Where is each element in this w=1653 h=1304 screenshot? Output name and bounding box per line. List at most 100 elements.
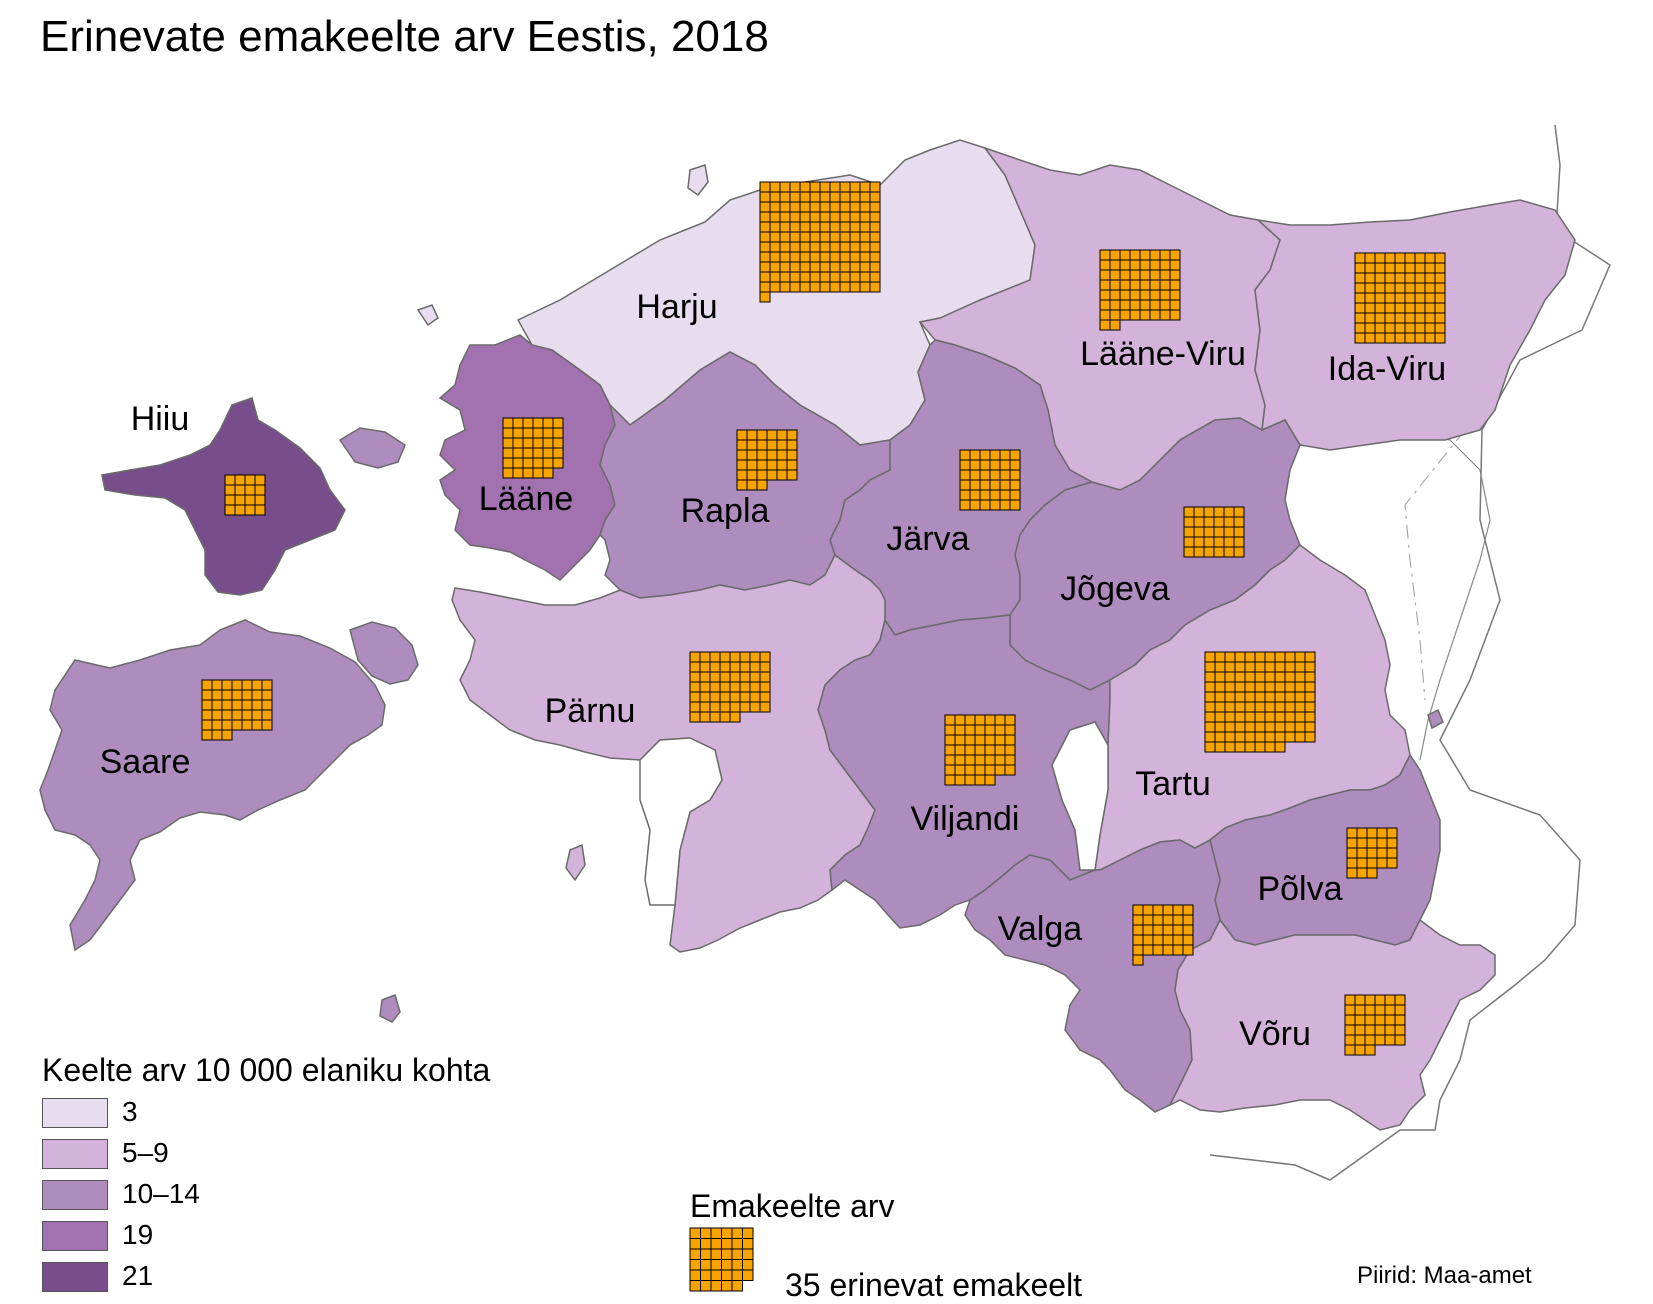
language-cell — [809, 181, 821, 193]
language-cell — [700, 1259, 712, 1271]
language-cell — [1129, 269, 1141, 281]
label-laane: Lääne — [479, 480, 574, 518]
language-cell — [1284, 711, 1296, 723]
language-cell — [736, 449, 748, 461]
language-cell — [1284, 651, 1296, 663]
language-cell — [1204, 711, 1216, 723]
language-cell — [1354, 312, 1366, 324]
language-cell — [1404, 312, 1416, 324]
language-cell — [234, 494, 246, 506]
language-cell — [1233, 516, 1245, 528]
language-cell — [1214, 721, 1226, 733]
label-jarva: Järva — [886, 520, 969, 558]
language-cell — [1374, 312, 1386, 324]
language-cell — [1204, 671, 1216, 683]
label-parnu: Pärnu — [545, 692, 636, 730]
language-cell — [1364, 262, 1376, 274]
language-cell — [974, 774, 986, 786]
language-cell — [1364, 252, 1376, 264]
language-cell — [1204, 661, 1216, 673]
language-cell — [776, 429, 788, 441]
language-cell — [1424, 322, 1436, 334]
symbol-ida-viru — [1354, 252, 1446, 344]
region-voru[interactable] — [1168, 918, 1496, 1131]
language-cell — [1254, 661, 1266, 673]
language-cell — [1234, 661, 1246, 673]
language-cell — [739, 701, 751, 713]
language-cell — [689, 651, 701, 663]
language-cell — [849, 231, 861, 243]
language-cell — [736, 469, 748, 481]
language-cell — [201, 729, 213, 741]
language-cell — [756, 469, 768, 481]
language-cell — [1234, 731, 1246, 743]
language-cell — [201, 689, 213, 701]
language-cell — [769, 281, 781, 293]
language-cell — [1244, 691, 1256, 703]
language-cell — [1274, 701, 1286, 713]
language-cell — [1244, 651, 1256, 663]
language-cell — [969, 489, 981, 501]
language-cell — [1119, 279, 1131, 291]
language-cell — [1214, 661, 1226, 673]
language-cell — [1274, 721, 1286, 733]
language-cell — [1414, 302, 1426, 314]
label-ida-viru: Ida-Viru — [1328, 350, 1446, 388]
language-cell — [999, 449, 1011, 461]
language-cell — [1384, 1024, 1396, 1036]
language-cell — [1294, 731, 1306, 743]
language-cell — [769, 261, 781, 273]
language-cell — [1294, 671, 1306, 683]
language-cell — [1284, 701, 1296, 713]
language-cell — [224, 484, 236, 496]
language-cell — [964, 724, 976, 736]
language-cell — [1274, 741, 1286, 753]
language-cell — [809, 211, 821, 223]
language-cell — [1394, 252, 1406, 264]
language-cell — [1213, 506, 1225, 518]
language-cell — [779, 181, 791, 193]
language-cell — [1294, 721, 1306, 733]
language-cell — [689, 701, 701, 713]
language-cell — [1376, 827, 1388, 839]
language-cell — [532, 437, 544, 449]
language-cell — [819, 181, 831, 193]
island — [687, 164, 709, 197]
language-cell — [964, 754, 976, 766]
language-cell — [1294, 681, 1306, 693]
language-cell — [1354, 1024, 1366, 1036]
region-saare[interactable] — [39, 619, 386, 952]
language-cell — [809, 191, 821, 203]
region-hiiu[interactable] — [101, 397, 346, 596]
language-cell — [984, 764, 996, 776]
language-cell — [1129, 309, 1141, 321]
language-cell — [779, 261, 791, 273]
language-cell — [1004, 754, 1016, 766]
legend-title: Keelte arv 10 000 elaniku kohta — [42, 1052, 491, 1088]
language-cell — [1254, 701, 1266, 713]
language-cell — [719, 691, 731, 703]
legend-label: 5–9 — [122, 1137, 169, 1168]
language-cell — [1394, 1004, 1406, 1016]
legend-label: 21 — [122, 1260, 154, 1291]
language-cell — [1384, 1004, 1396, 1016]
language-cell — [1364, 272, 1376, 284]
language-cell — [1223, 506, 1235, 518]
language-cell — [1244, 671, 1256, 683]
parnu-bay — [639, 737, 723, 906]
language-cell — [859, 281, 871, 293]
language-cell — [1344, 1024, 1356, 1036]
language-cell — [999, 469, 1011, 481]
language-cell — [1162, 944, 1174, 956]
language-cell — [759, 221, 771, 233]
symbol-legend-waffle — [689, 1227, 754, 1292]
language-cell — [1004, 724, 1016, 736]
label-hiiu: Hiiu — [131, 400, 190, 438]
language-cell — [542, 457, 554, 469]
language-cell — [819, 251, 831, 263]
language-cell — [241, 709, 253, 721]
language-cell — [244, 494, 256, 506]
language-cell — [1214, 681, 1226, 693]
language-cell — [779, 231, 791, 243]
